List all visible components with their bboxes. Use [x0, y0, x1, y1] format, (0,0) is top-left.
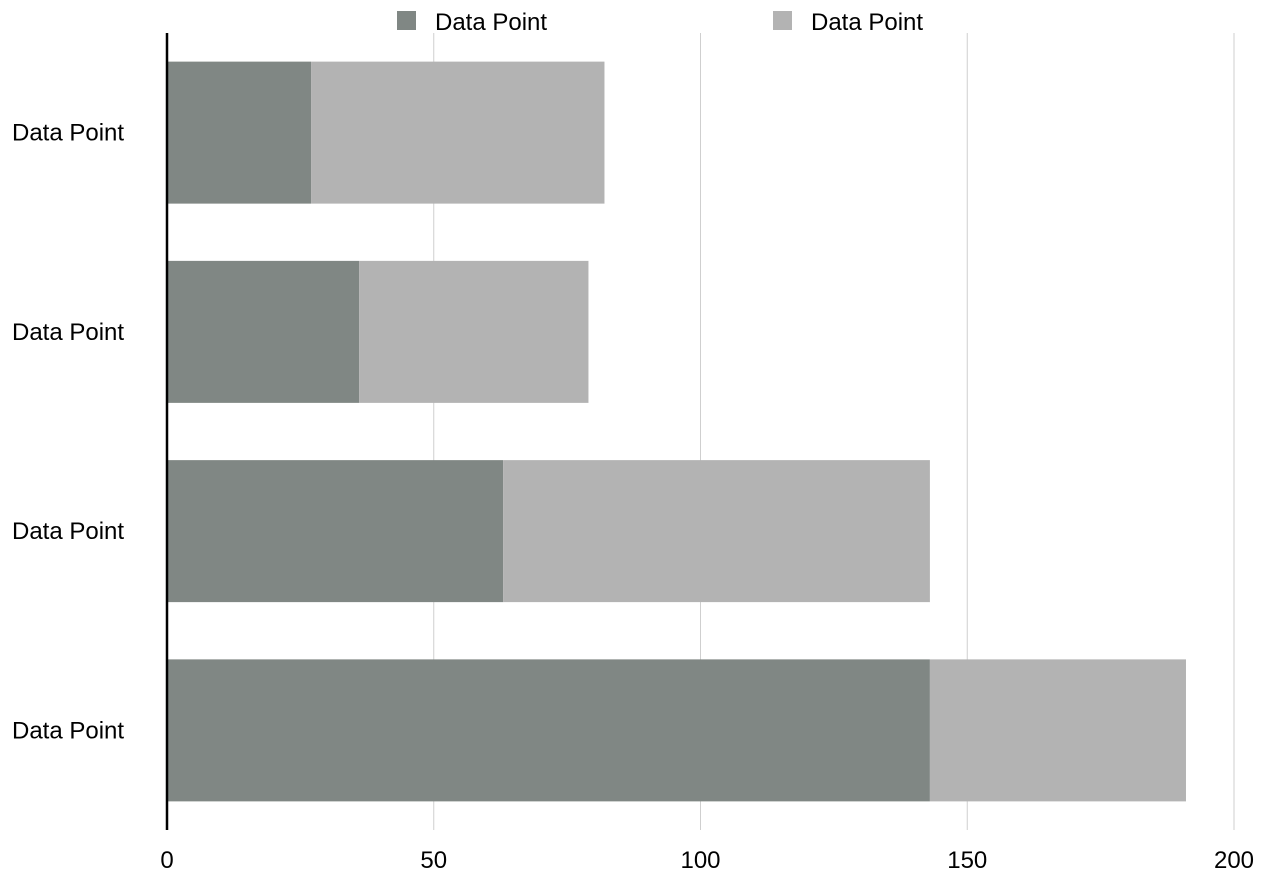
- legend-swatch-2: [773, 11, 792, 30]
- category-label-3: Data Point: [12, 518, 124, 545]
- legend-label-2: Data Point: [811, 9, 923, 36]
- category-labels: Data Point Data Point Data Point Data Point: [12, 120, 124, 745]
- x-tick-label-4: 200: [1214, 847, 1254, 874]
- bar-series2-cat2: [359, 260, 589, 403]
- x-tick-label-3: 150: [947, 847, 987, 874]
- bar-series1-cat3: [167, 460, 504, 603]
- x-tick-label-2: 100: [680, 847, 720, 874]
- tick-labels: 0 50 100 150 200: [160, 847, 1254, 874]
- legend-label-1: Data Point: [435, 9, 547, 36]
- bar-series2-cat4: [929, 659, 1186, 802]
- x-tick-label-0: 0: [160, 847, 173, 874]
- bars: [167, 61, 1186, 802]
- bar-series1-cat4: [167, 659, 930, 802]
- bar-series1-cat2: [167, 260, 360, 403]
- category-label-4: Data Point: [12, 717, 124, 744]
- legend-swatch-1: [397, 11, 416, 30]
- legend: Data Point Data Point: [397, 9, 923, 36]
- x-tick-label-1: 50: [420, 847, 447, 874]
- bar-series1-cat1: [167, 61, 312, 204]
- category-label-1: Data Point: [12, 120, 124, 147]
- category-label-2: Data Point: [12, 319, 124, 346]
- bar-series2-cat3: [503, 460, 930, 603]
- bar-series2-cat1: [311, 61, 605, 204]
